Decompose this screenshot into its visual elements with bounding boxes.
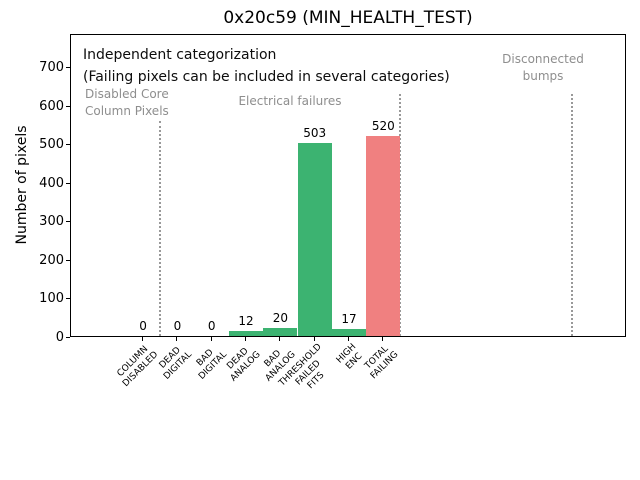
x-tick-label: DEAD ANALOG (225, 346, 263, 384)
bar-value-label: 520 (371, 119, 395, 134)
bar (229, 331, 263, 336)
section-label-electrical-failures: Electrical failures (238, 94, 342, 108)
y-tick-mark (66, 144, 70, 146)
chart-title: 0x20c59 (MIN_HEALTH_TEST) (223, 8, 473, 28)
section-label-disconnected-bumps: Disconnected bumps (502, 52, 584, 83)
bar (332, 329, 366, 336)
y-tick-mark (66, 221, 70, 223)
y-tick-mark (66, 298, 70, 300)
bar-value-label: 0 (207, 319, 216, 333)
plot-area: 0 0 0 12 20 503 17 520 (70, 34, 626, 337)
y-tick-label: 100 (39, 291, 64, 307)
section-label-disabled-core-column-pixels: Disabled Core Column Pixels (85, 87, 169, 118)
x-tick-mark (382, 337, 384, 341)
y-tick-mark (66, 182, 70, 184)
x-tick-mark (245, 337, 247, 341)
bar (263, 328, 298, 336)
bar-value-label: 20 (272, 311, 288, 326)
x-tick-mark (210, 337, 212, 341)
y-tick-label: 0 (55, 329, 64, 345)
bar-value-label: 17 (341, 312, 357, 327)
x-tick-label: BAD DIGITAL (194, 347, 229, 382)
x-tick-mark (313, 337, 315, 341)
bar-value-label: 12 (238, 314, 254, 329)
x-tick-mark (279, 337, 281, 341)
y-tick-mark (66, 259, 70, 261)
y-tick-label: 200 (39, 252, 64, 268)
y-tick-mark (66, 336, 70, 338)
annotation-independent-categorization: Independent categorization (83, 47, 277, 63)
x-tick-mark (176, 337, 178, 341)
x-tick-mark (142, 337, 144, 341)
y-tick-label: 300 (39, 214, 64, 230)
y-tick-label: 700 (39, 60, 64, 76)
x-tick-label: DEAD DIGITAL (157, 345, 195, 382)
bar-value-label: 0 (139, 319, 147, 333)
bar-value-label: 503 (303, 125, 327, 140)
bar (297, 142, 332, 336)
bar (366, 136, 401, 336)
y-tick-mark (66, 67, 70, 69)
section-separator-line (571, 93, 574, 336)
y-tick-label: 500 (39, 137, 64, 153)
y-tick-label: 400 (39, 175, 64, 191)
bar-value-label: 0 (173, 319, 182, 333)
x-tick-label: HIGH ENC (334, 342, 365, 372)
y-tick-label: 600 (39, 98, 64, 114)
section-separator-line (399, 93, 402, 336)
annotation-failing-pixels-note: (Failing pixels can be included in sever… (83, 69, 450, 85)
y-tick-mark (66, 105, 70, 107)
x-tick-mark (348, 337, 349, 341)
x-tick-label: TOTAL FAILING (363, 344, 401, 382)
section-separator-line (159, 120, 162, 336)
x-tick-label: COLUMN DISABLED (115, 344, 160, 389)
